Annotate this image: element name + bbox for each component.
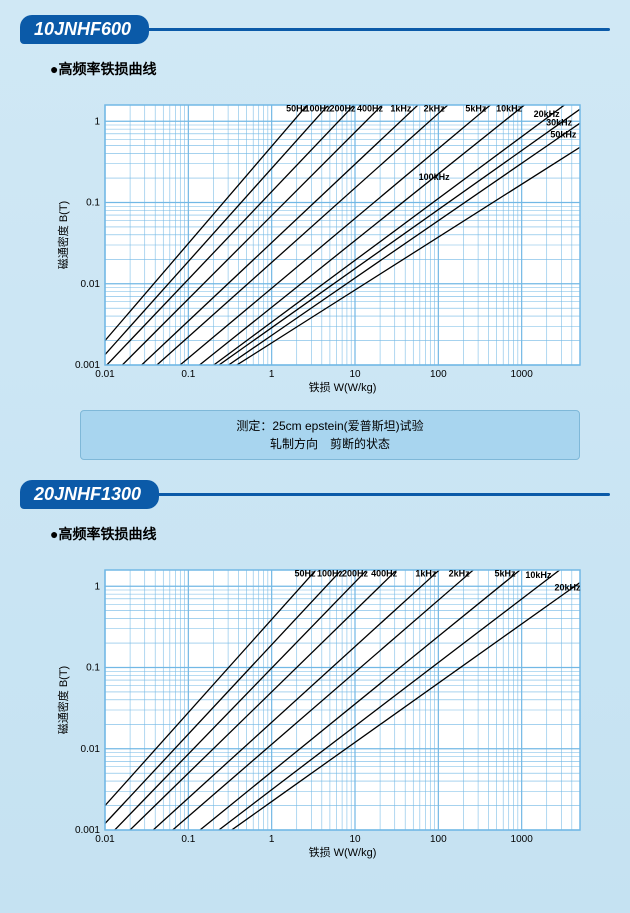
caption-box: 测定：25cm epstein(爱普斯坦)试验轧制方向 剪断的状态 [80, 410, 580, 460]
svg-text:0.1: 0.1 [181, 834, 195, 845]
title-line [151, 493, 610, 496]
log-log-chart: 50Hz100Hz200Hz400Hz 1kHz 2kHz 5kHz 10kHz20kH… [50, 552, 610, 867]
svg-text:5kHz: 5kHz [494, 569, 516, 579]
section-title: 20JNHF1300 [20, 480, 159, 509]
svg-text:1: 1 [94, 581, 100, 592]
svg-text:50kHz: 50kHz [550, 130, 577, 140]
svg-text:1: 1 [269, 834, 275, 845]
svg-text:0.001: 0.001 [75, 360, 100, 371]
svg-text:磁通密度 B(T): 磁通密度 B(T) [56, 201, 70, 269]
svg-text:100kHz: 100kHz [419, 172, 451, 182]
svg-text:10kHz: 10kHz [525, 570, 552, 580]
svg-text:0.01: 0.01 [81, 744, 101, 755]
svg-text:100Hz: 100Hz [317, 569, 344, 579]
svg-text:200Hz: 200Hz [342, 569, 369, 579]
subtitle: ●高频率铁损曲线 [50, 59, 610, 79]
svg-text:磁通密度 B(T): 磁通密度 B(T) [56, 666, 70, 734]
section-1: 20JNHF1300 ●高频率铁损曲线 50Hz100Hz200Hz400Hz 1kH… [0, 465, 630, 872]
svg-text:0.1: 0.1 [86, 663, 100, 674]
svg-text:100Hz: 100Hz [304, 104, 331, 114]
svg-text:1: 1 [269, 369, 275, 380]
svg-text:2kHz: 2kHz [449, 569, 471, 579]
svg-text:100: 100 [430, 834, 447, 845]
svg-text:5kHz: 5kHz [465, 104, 487, 114]
svg-text:1kHz: 1kHz [390, 104, 412, 114]
caption-line-2: 轧制方向 剪断的状态 [91, 435, 569, 453]
svg-text:0.1: 0.1 [86, 198, 100, 209]
svg-text:10: 10 [349, 834, 361, 845]
svg-text:50Hz: 50Hz [294, 569, 316, 579]
svg-text:1kHz: 1kHz [415, 569, 437, 579]
svg-text:1000: 1000 [511, 834, 534, 845]
section-0: 10JNHF600●高频率铁损曲线50Hz100Hz200Hz400Hz1kHz… [0, 0, 630, 465]
svg-text:200Hz: 200Hz [329, 104, 356, 114]
svg-text:100: 100 [430, 369, 447, 380]
svg-text:0.1: 0.1 [181, 369, 195, 380]
svg-text:400Hz: 400Hz [357, 104, 384, 114]
svg-text:10: 10 [349, 369, 361, 380]
svg-text:1: 1 [94, 116, 100, 127]
svg-text:2kHz: 2kHz [424, 104, 446, 114]
title-bar: 20JNHF1300 [20, 480, 610, 509]
svg-text:铁损 W(W/kg): 铁损 W(W/kg) [309, 380, 377, 394]
subtitle: ●高频率铁损曲线 [50, 524, 610, 544]
title-line [141, 28, 610, 31]
caption-line-1: 测定：25cm epstein(爱普斯坦)试验 [91, 417, 569, 435]
title-bar: 10JNHF600 [20, 15, 610, 44]
svg-text:铁损 W(W/kg): 铁损 W(W/kg) [309, 845, 377, 859]
section-title: 10JNHF600 [20, 15, 149, 44]
svg-text:30kHz: 30kHz [546, 117, 573, 127]
svg-text:10kHz: 10kHz [496, 104, 523, 114]
svg-text:0.001: 0.001 [75, 825, 100, 836]
svg-text:1000: 1000 [511, 369, 534, 380]
svg-text:20kHz: 20kHz [554, 582, 581, 592]
svg-text:0.01: 0.01 [81, 279, 101, 290]
log-log-chart: 50Hz100Hz200Hz400Hz1kHz2kHz5kHz10kHz20kH… [50, 87, 610, 402]
svg-text:400Hz: 400Hz [371, 569, 398, 579]
